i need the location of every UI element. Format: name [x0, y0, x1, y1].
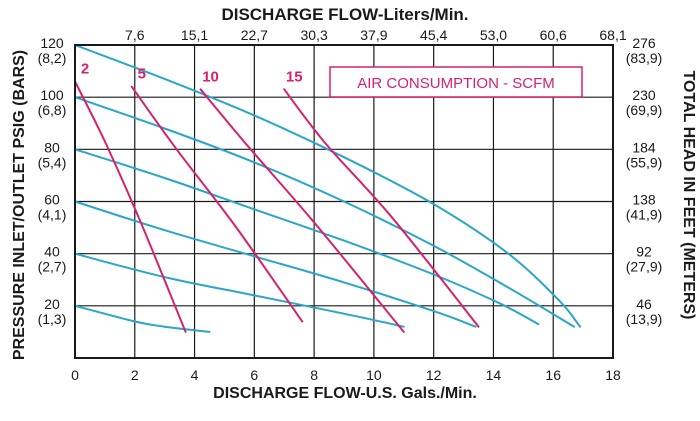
- x-top-tick-label: 15,1: [181, 27, 208, 43]
- y2-axis-title: TOTAL HEAD IN FEET (METERS): [680, 71, 697, 320]
- y-left-tick-sublabel: (2,7): [38, 259, 67, 275]
- x-tick-label: 16: [545, 367, 561, 383]
- x-axis-ticks: 0 2 4 6 8 10 12 14 16 18: [71, 367, 621, 383]
- y-right-tick-sublabel: (13,9): [626, 311, 663, 327]
- air-curve-2: [74, 80, 187, 333]
- air-label-10: 10: [202, 68, 219, 85]
- x-tick-label: 10: [366, 367, 382, 383]
- x-top-tick-label: 53,0: [480, 27, 507, 43]
- air-consumption-curves: [74, 80, 480, 333]
- pressure-curve-2: [74, 96, 576, 328]
- legend-box: AIR CONSUMPTION - SCFM: [329, 66, 583, 98]
- y-right-tick-label: 46: [636, 296, 652, 312]
- x-top-tick-label: 68,1: [599, 27, 626, 43]
- x-tick-label: 6: [250, 367, 258, 383]
- air-curve-5: [130, 85, 304, 323]
- y-left-tick-label: 120: [40, 35, 64, 51]
- y-left-tick-sublabel: (5,4): [38, 154, 67, 170]
- x-top-tick-label: 30,3: [300, 27, 327, 43]
- y-left-tick-sublabel: (6,8): [38, 102, 67, 118]
- x-top-tick-label: 22,7: [241, 27, 268, 43]
- y-left-tick-label: 40: [44, 244, 60, 260]
- air-label-15: 15: [286, 68, 303, 85]
- pressure-curve-4: [74, 200, 477, 328]
- top-axis-title: DISCHARGE FLOW-Liters/Min.: [221, 5, 468, 24]
- air-label-5: 5: [138, 66, 146, 83]
- y-left-tick-label: 60: [44, 192, 60, 208]
- air-label-2: 2: [81, 61, 89, 78]
- y-left-tick-sublabel: (1,3): [38, 311, 67, 327]
- y-right-tick-sublabel: (55,9): [626, 154, 663, 170]
- x-top-tick-label: 37,9: [360, 27, 387, 43]
- x-tick-label: 0: [71, 367, 79, 383]
- air-consumption-labels: 2 5 10 15: [81, 61, 303, 86]
- x-top-tick-label: 45,4: [420, 27, 447, 43]
- pressure-curve-5: [74, 252, 405, 328]
- x-tick-label: 12: [426, 367, 442, 383]
- y-right-tick-label: 276: [632, 35, 656, 51]
- y-right-tick-label: 138: [632, 192, 656, 208]
- x-tick-label: 8: [310, 367, 318, 383]
- y-right-tick-label: 184: [632, 139, 656, 155]
- y-left-tick-sublabel: (8,2): [38, 50, 67, 66]
- x-top-tick-label: 7,6: [125, 27, 145, 43]
- y-left-tick-sublabel: (4,1): [38, 207, 67, 223]
- x-tick-label: 2: [131, 367, 139, 383]
- y-left-axis-ticks: 120(8,2) 100(6,8) 80(5,4) 60(4,1) 40(2,7) 20(…: [38, 35, 67, 327]
- x-top-axis-ticks: 7,6 15,1 22,7 30,3 37,9 45,4 53,0 60,6 68,1: [125, 27, 627, 43]
- y-right-axis-ticks: 276(83,9) 230(69,9) 184(55,9) 138(41,9) 92(2…: [626, 35, 663, 327]
- air-curve-15: [283, 88, 480, 328]
- y-axis-title: PRESSURE INLET/OUTLET PSIG (BARS): [11, 50, 28, 360]
- plot-frame: [74, 44, 614, 359]
- pressure-curve-3: [74, 148, 540, 326]
- x-tick-label: 14: [486, 367, 502, 383]
- pressure-curve-6: [74, 304, 211, 333]
- y-right-tick-label: 92: [636, 244, 652, 260]
- x-top-tick-label: 60,6: [540, 27, 567, 43]
- y-left-tick-label: 100: [40, 87, 64, 103]
- y-right-tick-sublabel: (41,9): [626, 207, 663, 223]
- x-tick-label: 4: [191, 367, 199, 383]
- y-left-tick-label: 80: [44, 139, 60, 155]
- y-right-tick-sublabel: (83,9): [626, 50, 663, 66]
- y-right-tick-sublabel: (27,9): [626, 259, 663, 275]
- y-right-tick-sublabel: (69,9): [626, 102, 663, 118]
- y-right-tick-label: 230: [632, 87, 656, 103]
- x-tick-label: 18: [605, 367, 621, 383]
- legend-label: AIR CONSUMPTION - SCFM: [357, 75, 555, 92]
- y-left-tick-label: 20: [44, 296, 60, 312]
- x-axis-title: DISCHARGE FLOW-U.S. Gals./Min.: [213, 385, 477, 402]
- air-curve-10: [199, 88, 405, 333]
- pressure-curves: [74, 44, 582, 333]
- pressure-curve-1: [74, 44, 582, 328]
